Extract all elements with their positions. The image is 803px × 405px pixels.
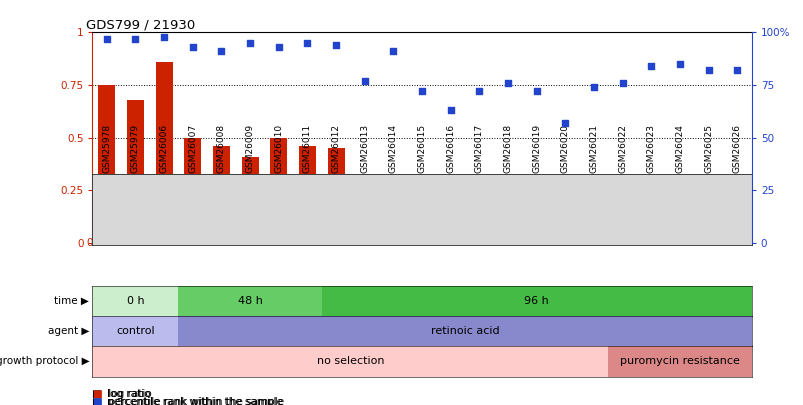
Text: log ratio: log ratio [107,389,150,399]
Bar [585,203,602,243]
Point [157,33,170,40]
Bar [613,203,630,243]
Point [444,107,457,113]
Point [730,67,743,74]
Bar [184,138,201,243]
Text: GDS799 / 21930: GDS799 / 21930 [86,18,195,31]
Point [272,44,285,50]
Text: percentile rank within the sample: percentile rank within the sample [107,397,283,405]
Bar [127,100,144,243]
Bar [471,213,487,243]
Bar [608,346,751,377]
Bar [92,316,178,346]
Point [587,84,600,90]
Bar [556,237,573,243]
Point [472,88,485,95]
Bar [528,209,544,243]
Point [702,67,715,74]
Text: retinoic acid: retinoic acid [430,326,499,336]
Text: 0 h: 0 h [127,296,144,306]
Text: control: control [116,326,154,336]
Bar [213,146,230,243]
Text: 0: 0 [86,238,92,248]
Text: ■: ■ [92,397,102,405]
Bar [356,215,373,243]
Text: 96 h: 96 h [524,296,548,306]
Bar [699,190,716,243]
Bar [499,220,516,243]
Bar [270,138,287,243]
Text: puromycin resistance: puromycin resistance [619,356,739,367]
Point [358,78,371,84]
Point [616,80,629,86]
Bar [327,148,344,243]
Bar [98,85,116,243]
Point [243,40,256,46]
Point [186,44,199,50]
Text: ■  percentile rank within the sample: ■ percentile rank within the sample [92,397,284,405]
Bar [413,213,430,243]
Point [644,63,657,69]
Point [300,40,313,46]
Point [100,36,113,42]
Point [673,61,686,67]
Point [329,42,342,48]
Bar [385,203,402,243]
Text: ■  log ratio: ■ log ratio [92,389,152,399]
Point [415,88,428,95]
Bar [155,62,173,243]
Bar [178,286,321,316]
Bar [178,316,751,346]
Text: no selection: no selection [316,356,384,367]
Point [558,120,571,126]
Bar [642,186,659,243]
Point [501,80,514,86]
Bar [92,346,608,377]
Bar [92,286,178,316]
Bar [321,286,751,316]
Text: growth protocol ▶: growth protocol ▶ [0,356,89,367]
Text: 48 h: 48 h [238,296,263,306]
Bar [299,146,316,243]
Text: agent ▶: agent ▶ [47,326,89,336]
Bar [671,188,688,243]
Point [214,48,227,55]
Point [530,88,543,95]
Point [386,48,399,55]
Text: time ▶: time ▶ [55,296,89,306]
Bar [728,194,745,243]
Text: ■: ■ [92,389,102,399]
Point [128,36,141,42]
Bar [442,228,459,243]
Bar [241,157,259,243]
